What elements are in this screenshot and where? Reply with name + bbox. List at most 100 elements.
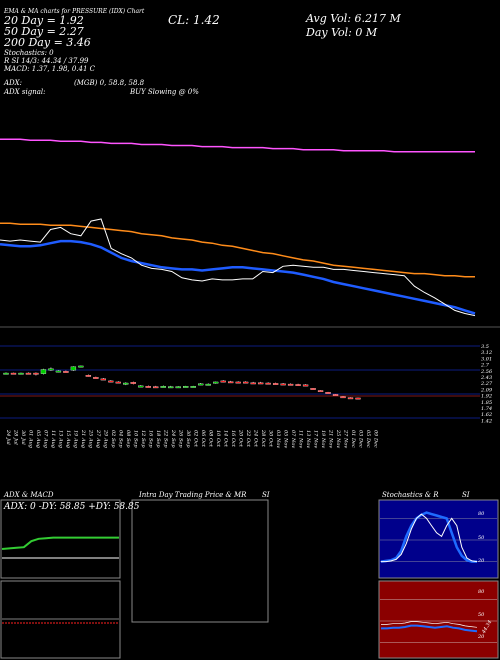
date-label: 30 Jul [20,430,26,445]
candle [243,381,249,384]
candle [317,390,324,393]
date-label: 15 Aug [65,430,71,448]
candle [85,375,92,377]
candle [205,383,211,386]
candle [115,381,121,384]
date-label: 27 Nov [343,429,349,448]
date-label: 02 Sep [110,430,116,448]
stoch-lines [380,511,497,563]
ema-line-0 [0,239,476,315]
candle [63,371,69,373]
stoch-tick-80: 80 [478,511,485,517]
macd-panel [0,580,121,659]
candle [250,382,256,385]
intraday-panel [131,499,269,623]
date-label: 19 Aug [73,430,79,448]
date-label: 24 Jul [5,429,11,445]
macd-label: MACD: 1.37, 1.98, 0.41 C [4,65,96,73]
date-label: 05 Nov [283,430,289,448]
adx-lines [1,536,119,559]
date-label: 10 Sep [133,430,139,448]
price-grid [0,345,480,419]
candle [183,386,189,388]
price-label: 1.85 [481,400,492,406]
candle [295,384,301,386]
price-label: 2.7 [480,363,490,369]
stochastics-label: Stochastics: 0 [4,49,54,57]
date-label: 03 Nov [275,430,281,448]
price-label: 2.56 [480,369,493,375]
candle [153,386,159,389]
ema200-label: 200 Day = 3.46 [4,36,91,49]
candle [310,388,316,390]
date-label: 26 Sep [178,429,184,448]
date-label: 22 Sep [163,429,169,448]
candle [235,381,241,384]
price-label: 1.92 [481,394,492,400]
avg-vol-label: Avg Vol: 6.217 M [306,12,401,25]
candle [138,385,144,388]
date-label: 30 Oct [268,430,274,448]
candle [302,384,309,387]
rsi-tick-20: 20 [478,634,485,640]
candle [10,372,17,375]
adx-values: (MGB) 0, 58.8, 58.8 [74,79,145,87]
candle [198,383,204,386]
candle [347,397,354,400]
candle [220,380,226,383]
stoch-tick-50: 50 [478,535,485,541]
candle [257,382,264,385]
candle [55,370,62,373]
date-label: 08 Sep [125,430,131,448]
candle [108,380,114,383]
date-label: 17 Nov [313,430,319,448]
adx-signal-label: ADX signal: [4,88,46,96]
candle [25,372,32,375]
candle [332,394,339,396]
date-label: 20 Oct [238,429,244,448]
rsi-tick-80: 80 [478,589,485,595]
candle [18,372,24,375]
date-label: 09 Dec [373,430,379,448]
stoch-d [381,513,478,563]
candle [272,383,279,385]
candle [70,366,77,371]
date-label: 18 Sep [155,430,161,448]
close-label: CL: 1.42 [168,13,220,27]
candle [130,382,136,384]
candle [265,382,271,385]
intraday-si: SI [262,491,270,499]
candle [325,392,331,394]
price-label: 3.01 [481,356,492,362]
candle [175,386,181,389]
intraday-title: Intra Day Trading Price & MR [139,491,247,499]
date-label: 05 Dec [365,430,371,448]
candle [287,383,294,386]
rsi-lines [380,599,497,643]
date-label: 21 Aug [80,429,86,448]
adx-label: ADX: [4,79,23,87]
adx-readout: ADX: 0 -DY: 58.85 +DY: 58.85 [4,502,140,512]
candle [93,377,99,379]
candle [123,382,129,385]
date-label: 01 Aug [28,430,34,448]
price-label: 1.42 [481,418,492,424]
candle [48,368,54,371]
ema-line-1 [0,222,475,278]
date-label: 03 Dec [358,430,364,448]
ema20-label: 20 Day = 1.92 [4,14,84,27]
day-vol-label: Day Vol: 0 M [306,26,378,39]
date-label: 21 Nov [328,429,334,448]
date-label: 11 Nov [298,430,304,448]
candle [228,381,234,384]
header-line: EMA & MA charts for PRESSURE (IDX) Chart [4,8,145,15]
candle [213,381,219,384]
price-label: 3.5 [481,344,489,350]
rsi-label: R SI 14/3: 44.34 / 37.99 [4,57,89,65]
candle [355,397,361,400]
price-label: 2.27 [480,381,493,387]
price-chart: 3.53.123.012.72.562.432.272.091.921.851.… [0,138,500,448]
price-label: 1.74 [481,406,492,412]
stoch-title: Stochastics & R [382,491,439,499]
